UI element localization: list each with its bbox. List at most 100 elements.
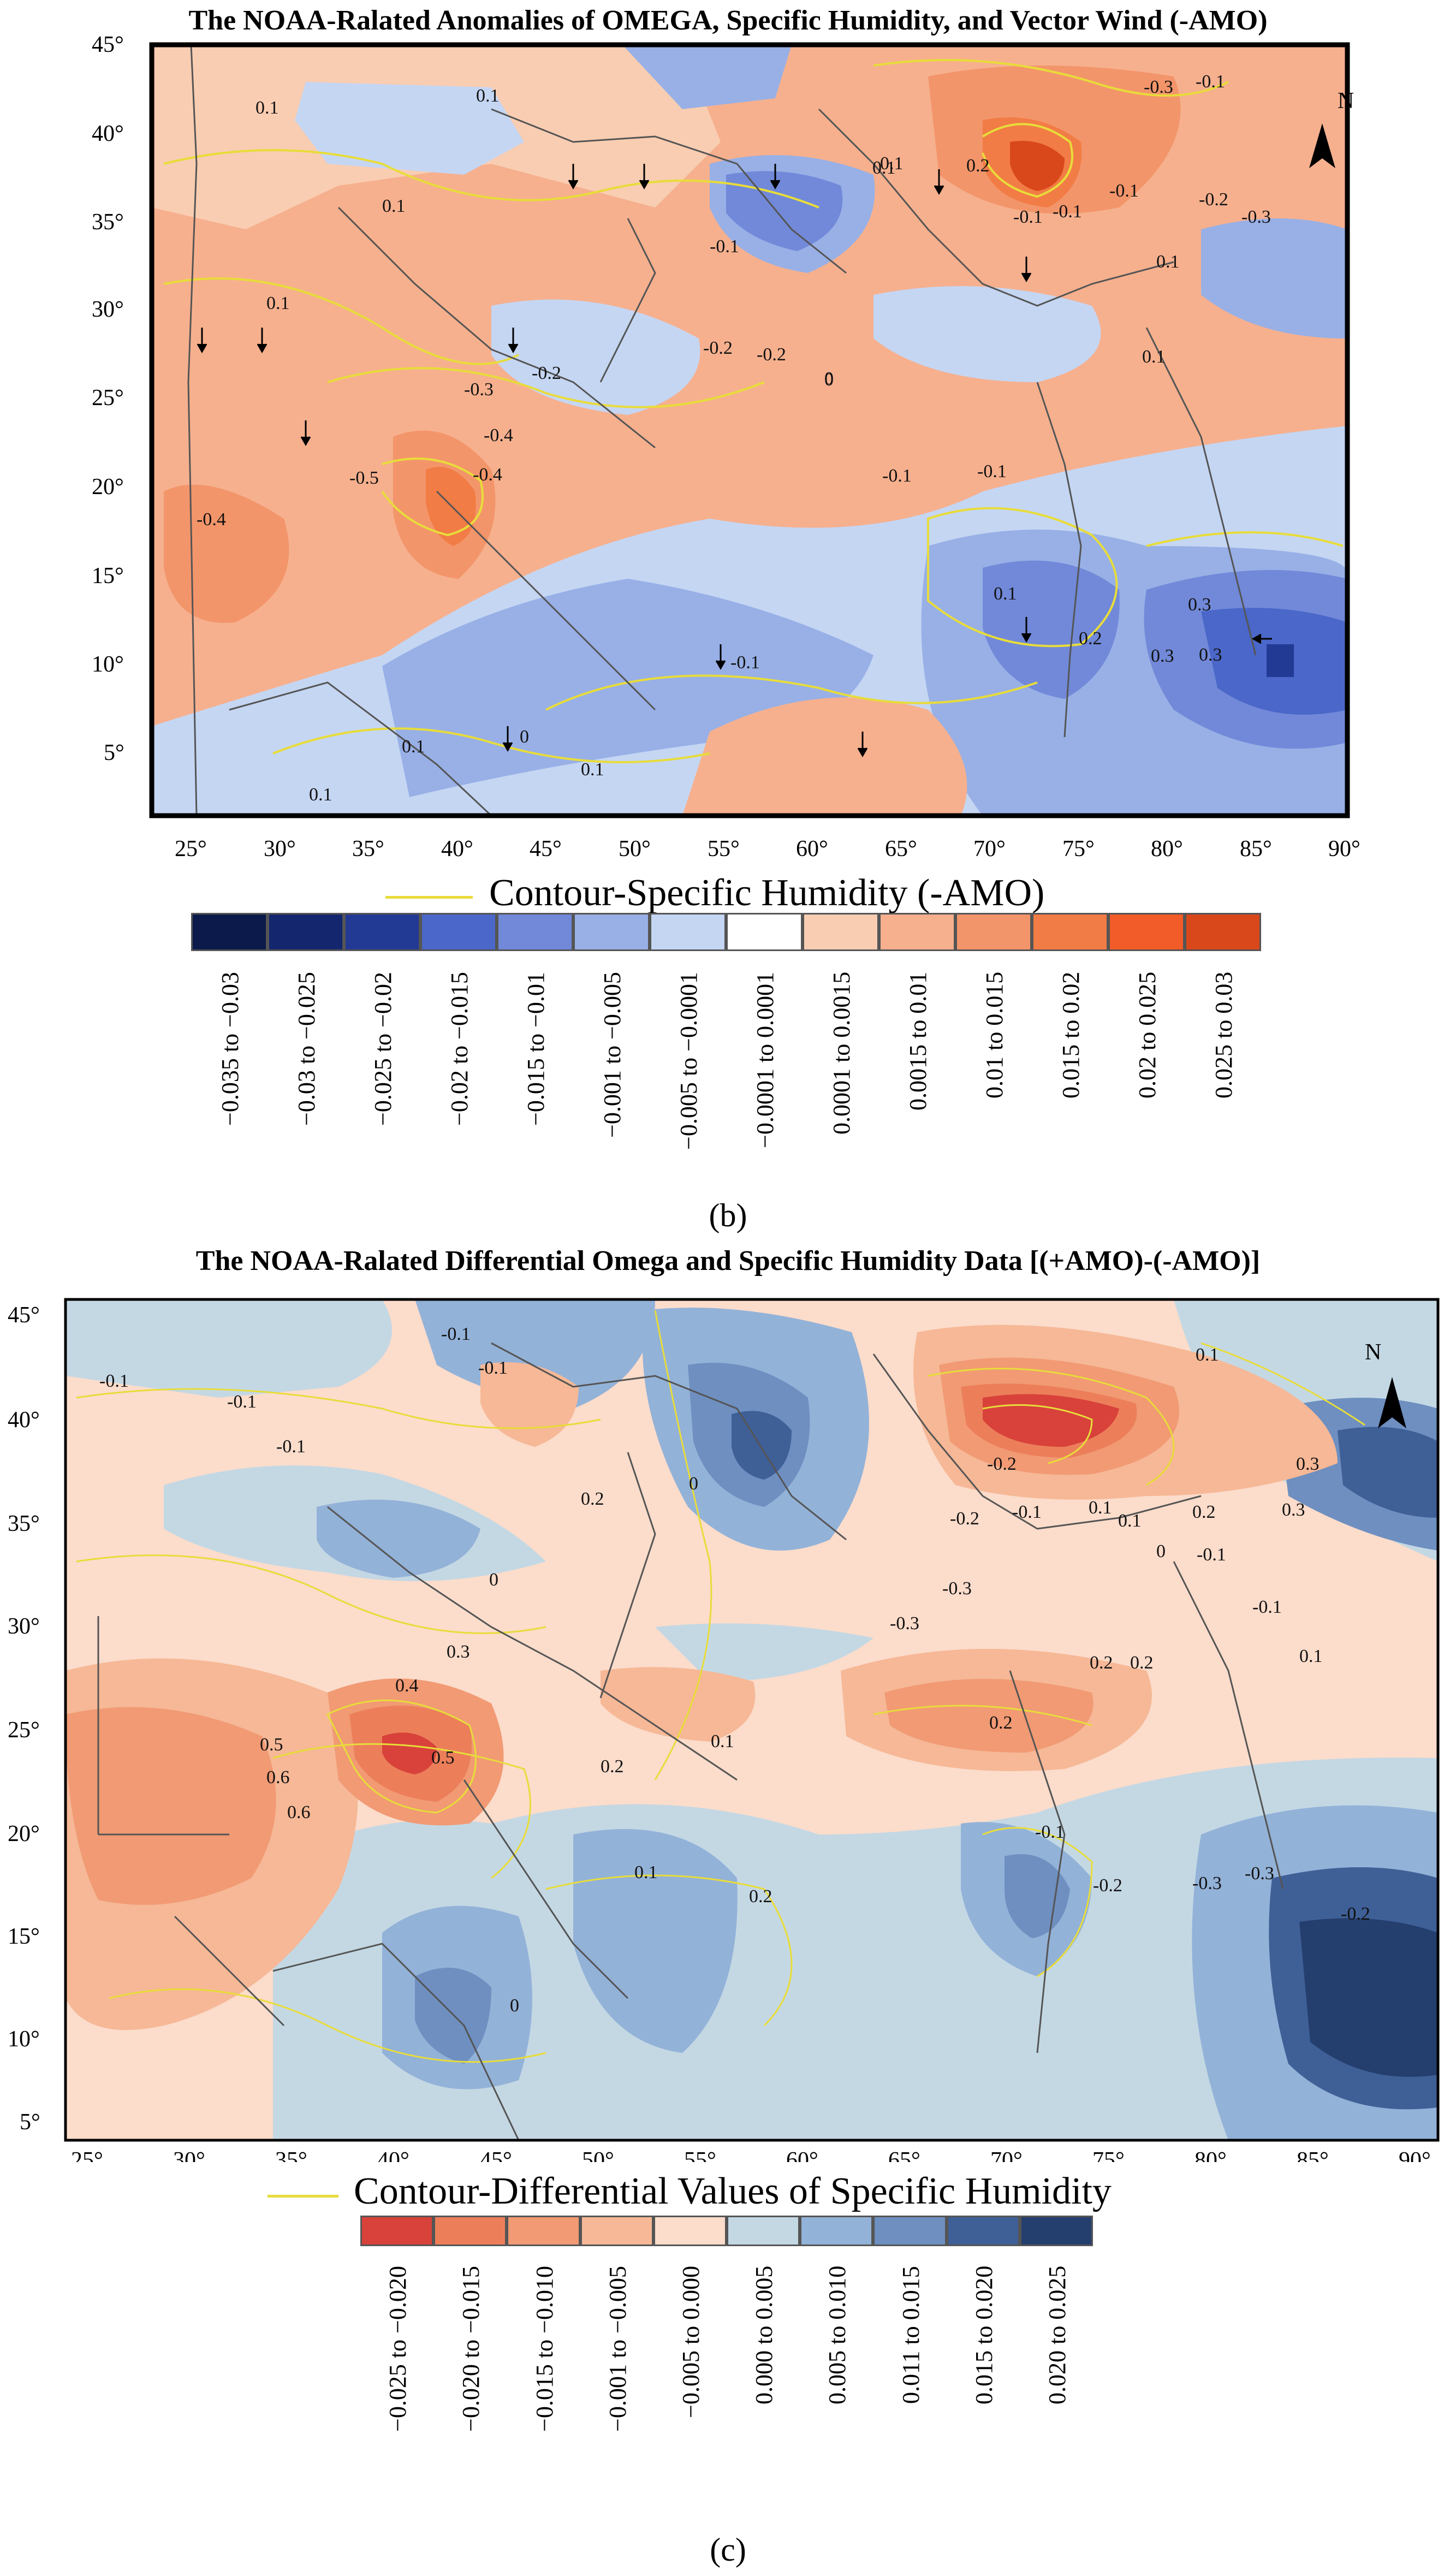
contour-label: 0.1	[255, 98, 279, 118]
contour-label: 0.1	[1299, 1646, 1323, 1666]
panel-b-map: N 45° 40° 35° 30° 25° 20° 15° 10° 5° 25°…	[92, 32, 1360, 862]
panel-c-xtick: 35°	[275, 2148, 307, 2162]
legend-swatch	[726, 913, 803, 951]
contour-label: 0.1	[309, 785, 332, 805]
contour-label: -0.3	[464, 379, 494, 400]
panel-c-ytick: 30°	[8, 1614, 40, 1639]
contour-label: -0.1	[1053, 201, 1082, 222]
panel-b-frame	[149, 42, 1350, 818]
contour-label: 0.1	[1118, 1511, 1142, 1531]
panel-c-xtick: 45°	[480, 2148, 512, 2162]
panel-b-xtick: 55°	[708, 836, 740, 862]
panel-c-legend-line	[268, 2195, 338, 2198]
contour-label: -0.1	[276, 1436, 306, 1457]
contour-label: -0.1	[99, 1371, 129, 1391]
legend-label: −0.025 to −0.02	[370, 972, 396, 1126]
legend-label: −0.015 to −0.01	[522, 972, 549, 1126]
contour-label: -0.2	[532, 363, 561, 383]
legend-label: 0.020 to 0.025	[1043, 2265, 1071, 2404]
legend-label: −0.03 to −0.025	[293, 972, 320, 1126]
legend-swatch	[191, 913, 268, 951]
contour-label: 0.2	[581, 1489, 604, 1509]
panel-b-north-label: N	[1338, 88, 1354, 114]
contour-label: 0.2	[1130, 1653, 1154, 1673]
contour-label: -0.2	[1093, 1875, 1122, 1896]
legend-swatch	[879, 913, 955, 951]
legend-swatch	[800, 2216, 873, 2246]
legend-label: −0.02 to −0.015	[446, 972, 473, 1126]
contour-label: 0	[824, 370, 834, 390]
contour-label: 0.1	[1156, 252, 1180, 272]
panel-b-contour-labels: 0.1 0.1 0.1 0.2 0.1 -0.1 -0.1 -0.1 -0.3 …	[197, 72, 1271, 805]
panel-b-ytick: 15°	[92, 563, 124, 589]
panel-b-xtick: 40°	[441, 836, 473, 862]
contour-label: 0	[520, 727, 529, 747]
legend-swatch	[580, 2216, 653, 2246]
panel-b-ytick: 30°	[92, 297, 124, 322]
panel-b-legend-title: Contour-Specific Humidity (-AMO)	[489, 872, 1045, 914]
contour-label: 0.6	[266, 1767, 290, 1788]
panel-c-north-label: N	[1365, 1340, 1381, 1365]
legend-label: −0.005 to 0.000	[677, 2265, 704, 2418]
contour-label: 0	[489, 1570, 498, 1590]
panel-b-y-axis: 45° 40° 35° 30° 25° 20° 15° 10° 5°	[92, 32, 124, 765]
panel-c-label: (c)	[710, 2532, 746, 2568]
panel-b-xtick: 25°	[175, 836, 207, 862]
contour-label: 0.1	[382, 196, 406, 216]
panel-c-contour-labels: -0.1 -0.1 -0.1 -0.1 -0.1 0.2 0 0 -0.2 -0…	[99, 1324, 1370, 2016]
panel-c-xtick: 80°	[1194, 2148, 1227, 2162]
legend-swatch	[1185, 913, 1261, 951]
contour-label: 0	[824, 369, 834, 389]
panel-b-xtick: 60°	[796, 836, 828, 862]
panel-c-ytick: 25°	[8, 1718, 40, 1743]
contour-label: -0.1	[882, 466, 912, 486]
contour-label: 0.3	[447, 1642, 470, 1662]
contour-label: -0.1	[1252, 1597, 1282, 1617]
panel-b-ytick: 10°	[92, 652, 124, 677]
contour-label: -0.3	[1144, 77, 1173, 97]
legend-label: −0.020 to −0.015	[457, 2266, 485, 2432]
panel-c-ytick: 35°	[8, 1511, 40, 1536]
contour-label: -0.4	[197, 509, 226, 530]
panel-c-xtick: 90°	[1399, 2148, 1431, 2162]
contour-label: 0.2	[1079, 628, 1102, 649]
panel-b-ytick: 40°	[92, 121, 124, 146]
contour-label: -0.1	[730, 652, 760, 673]
contour-label: -0.2	[757, 345, 786, 365]
contour-label: -0.1	[1197, 1545, 1226, 1565]
north-arrow-icon: N	[1309, 88, 1354, 168]
contour-label: 0.5	[431, 1748, 455, 1768]
contour-label: -0.2	[987, 1454, 1017, 1474]
contour-label: 0.2	[1090, 1653, 1113, 1673]
panel-c-title: The NOAA-Ralated Differential Omega and …	[195, 1245, 1261, 1276]
panel-b-xtick: 65°	[885, 836, 917, 862]
contour-label: 0.1	[402, 737, 425, 757]
contour-label: -0.1	[227, 1392, 257, 1412]
contour-label: -0.1	[1013, 207, 1043, 227]
contour-label: 0.1	[711, 1731, 734, 1751]
legend-label: 0.0015 to 0.01	[905, 971, 931, 1111]
panel-b-ytick: 35°	[92, 210, 124, 235]
legend-swatch	[1032, 913, 1108, 951]
panel-c-legend-title: Contour-Differential Values of Specific …	[354, 2170, 1112, 2212]
contour-label: 0.1	[994, 584, 1017, 604]
panel-b-xtick: 45°	[530, 836, 562, 862]
contour-label: -0.2	[1341, 1904, 1370, 1924]
panel-c-xtick: 65°	[888, 2148, 920, 2162]
legend-swatch	[268, 913, 344, 951]
panel-c-legend-swatches	[360, 2216, 1093, 2246]
contour-label: 0.5	[260, 1735, 283, 1755]
panel-b-xtick: 85°	[1240, 836, 1272, 862]
panel-c-xtick: 70°	[990, 2148, 1023, 2162]
panel-b-ytick: 20°	[92, 474, 124, 500]
panel-b-xtick: 35°	[352, 836, 384, 862]
contour-label: 0.1	[581, 759, 604, 780]
contour-label: 0.6	[287, 1802, 311, 1822]
panel-c-xtick: 85°	[1297, 2148, 1329, 2162]
contour-label: -0.3	[1245, 1863, 1274, 1884]
contour-label: 0.1	[1196, 1345, 1219, 1365]
contour-label: -0.3	[1241, 207, 1271, 227]
panel-b-legend-swatches	[191, 913, 1261, 951]
contour-label: 0.3	[1188, 595, 1211, 615]
legend-swatch	[344, 913, 420, 951]
